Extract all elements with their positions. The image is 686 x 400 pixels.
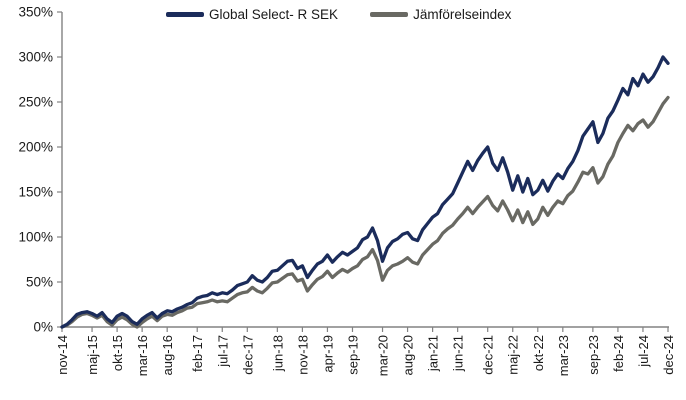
x-axis-label: jan-21 [426, 335, 441, 372]
x-axis-label: mar-20 [376, 335, 391, 376]
legend-item-jamforelseindex: Jämförelseindex [370, 7, 511, 22]
x-axis-label: jun-18 [270, 335, 285, 372]
x-axis-label: aug-20 [401, 335, 416, 375]
y-axis-label: 50% [26, 275, 53, 290]
x-axis-label: feb-24 [611, 335, 626, 372]
x-axis-label: maj-22 [506, 335, 521, 375]
x-axis-label: sep-19 [345, 335, 360, 375]
x-axis-label: maj-15 [85, 335, 100, 375]
legend-label-global-select: Global Select- R SEK [209, 7, 339, 22]
series-line-global-select [60, 55, 670, 329]
y-axis-label: 350% [18, 5, 53, 20]
x-axis-label: jul-17 [215, 335, 230, 368]
legend-item-global-select: Global Select- R SEK [166, 7, 338, 22]
legend-swatch-global-select [166, 12, 204, 17]
y-axis-label: 150% [18, 185, 53, 200]
x-axis-label: nov-18 [295, 335, 310, 375]
x-axis-label: nov-14 [55, 335, 70, 375]
x-axis-label: mar-16 [135, 335, 150, 376]
legend-label-jamforelseindex: Jämförelseindex [413, 7, 512, 22]
x-axis-label: feb-17 [190, 335, 205, 372]
x-axis-label: dec-24 [661, 335, 676, 375]
y-axis-label: 300% [18, 50, 53, 65]
x-axis-label: jun-21 [451, 335, 466, 372]
x-axis-label: dec-21 [481, 335, 496, 375]
x-axis-label: dec-17 [240, 335, 255, 375]
legend-swatch-jamforelseindex [370, 12, 409, 17]
x-axis-label: apr-19 [320, 335, 335, 373]
y-axis-label: 250% [18, 95, 53, 110]
x-axis-label: okt-15 [110, 335, 125, 371]
x-axis-label: sep-23 [586, 335, 601, 375]
x-axis-label: okt-22 [531, 335, 546, 371]
x-axis-label: aug-16 [160, 335, 175, 375]
y-axis-label: 0% [33, 320, 53, 335]
chart-legend: Global Select- R SEK Jämförelseindex [166, 7, 511, 22]
y-axis-label: 100% [18, 230, 53, 245]
x-axis-label: mar-23 [556, 335, 571, 376]
y-axis-label: 200% [18, 140, 53, 155]
x-axis-label: jul-24 [636, 335, 651, 368]
series-line-jamforelseindex [60, 95, 670, 329]
